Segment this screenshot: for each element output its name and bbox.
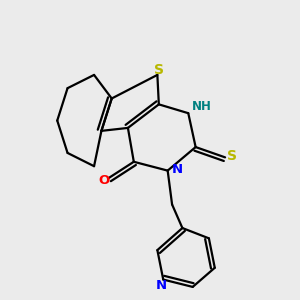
Text: O: O xyxy=(99,174,110,188)
Text: S: S xyxy=(154,63,164,76)
Text: N: N xyxy=(172,163,183,176)
Text: S: S xyxy=(227,149,237,163)
Text: NH: NH xyxy=(192,100,212,113)
Text: N: N xyxy=(156,279,167,292)
